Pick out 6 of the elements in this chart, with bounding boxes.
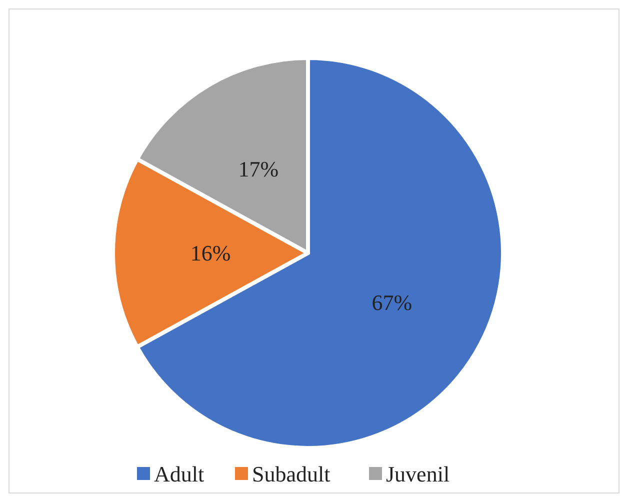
data-label: 16% (190, 240, 231, 266)
legend-label: Subadult (252, 462, 330, 486)
legend-label: Adult (154, 462, 204, 486)
data-label: 67% (372, 290, 412, 316)
legend-label: Juvenil (386, 462, 450, 486)
data-label: 17% (238, 156, 279, 182)
